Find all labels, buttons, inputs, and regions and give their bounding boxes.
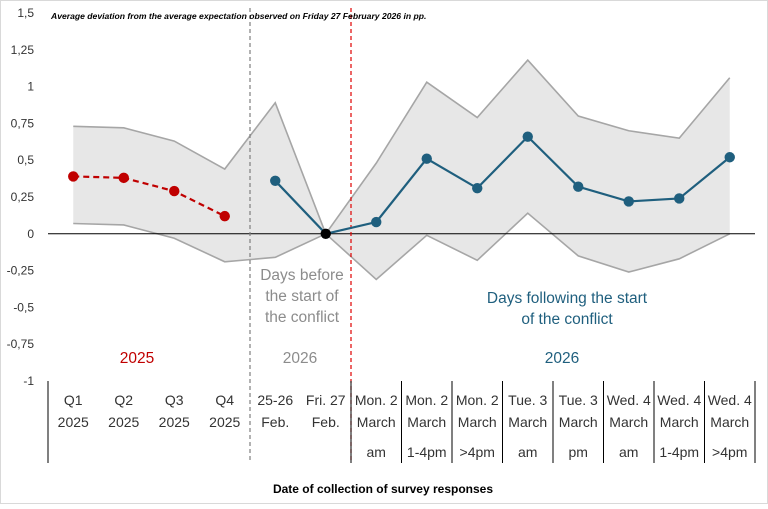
series-line: [73, 175, 226, 218]
category-label: am: [518, 444, 537, 460]
data-point: [219, 210, 230, 222]
annotation-text: the start of: [265, 288, 339, 305]
category-label: March: [508, 414, 547, 430]
category-label: Mon. 2: [456, 392, 499, 408]
category-label: Wed. 4: [657, 392, 701, 408]
y-tick-label: 1,25: [11, 43, 35, 57]
annotation-text: of the conflict: [521, 311, 613, 328]
data-point: [118, 172, 129, 184]
category-label: Tue. 3: [508, 392, 547, 408]
category-label: 2025: [58, 414, 89, 430]
y-tick-label: -0,75: [7, 337, 35, 351]
category-label: 25-26: [257, 392, 293, 408]
x-axis-title: Date of collection of survey responses: [273, 482, 493, 496]
range-band-upper: [73, 58, 731, 236]
category-label: March: [710, 414, 749, 430]
y-tick-label: 1: [27, 80, 34, 94]
category-label: Tue. 3: [559, 392, 598, 408]
category-label: March: [458, 414, 497, 430]
y-tick-label: 1,5: [17, 6, 34, 20]
category-label: March: [357, 414, 396, 430]
category-label: Q4: [215, 392, 234, 408]
annotation-text: the conflict: [265, 309, 340, 326]
category-label: Q1: [64, 392, 83, 408]
category-label: 1-4pm: [659, 444, 699, 460]
data-point: [169, 185, 180, 197]
category-label: Feb.: [261, 414, 289, 430]
category-label: Wed. 4: [607, 392, 651, 408]
category-label: Mon. 2: [355, 392, 398, 408]
y-tick-label: 0,75: [11, 116, 35, 130]
category-label: 2025: [209, 414, 240, 430]
y-tick-label: 0,25: [11, 190, 35, 204]
annotation-text: 2026: [545, 350, 579, 367]
category-label: 2025: [108, 414, 139, 430]
y-tick-label: -0,25: [7, 264, 35, 278]
category-label: 1-4pm: [407, 444, 447, 460]
data-point: [68, 171, 79, 182]
category-label: March: [660, 414, 699, 430]
category-label: March: [559, 414, 598, 430]
category-label: 2025: [159, 414, 190, 430]
category-label: >4pm: [712, 444, 747, 460]
chart-title: Average deviation from the average expec…: [50, 11, 426, 21]
y-tick-label: -0,5: [13, 300, 34, 314]
y-tick-label: 0: [27, 227, 34, 241]
data-point: [371, 216, 382, 228]
range-band: [73, 60, 730, 280]
data-point: [674, 193, 685, 204]
category-label: Fri. 27: [306, 392, 346, 408]
annotation-text: Days following the start: [487, 290, 648, 307]
y-tick-label: -1: [23, 374, 34, 388]
category-label: Mon. 2: [405, 392, 448, 408]
data-point: [522, 131, 533, 142]
category-label: am: [367, 444, 386, 460]
data-point: [724, 152, 735, 163]
annotation-text: 2026: [283, 350, 317, 367]
category-label: Q2: [114, 392, 133, 408]
data-point: [573, 181, 584, 192]
category-label: pm: [569, 444, 588, 460]
category-label: Feb.: [312, 414, 340, 430]
category-label: March: [407, 414, 446, 430]
category-label: >4pm: [460, 444, 495, 460]
range-band-lower: [73, 212, 731, 281]
category-label: March: [609, 414, 648, 430]
data-point: [472, 182, 483, 194]
series-line: [274, 135, 731, 236]
data-point: [421, 153, 432, 164]
data-point: [320, 228, 331, 239]
category-label: Q3: [165, 392, 184, 408]
category-label: am: [619, 444, 638, 460]
data-point: [270, 175, 281, 187]
annotation-text: Days before: [260, 267, 344, 284]
data-point: [623, 196, 634, 207]
annotation-text: 2025: [120, 350, 154, 367]
y-tick-label: 0,5: [17, 153, 34, 167]
category-label: Wed. 4: [708, 392, 752, 408]
